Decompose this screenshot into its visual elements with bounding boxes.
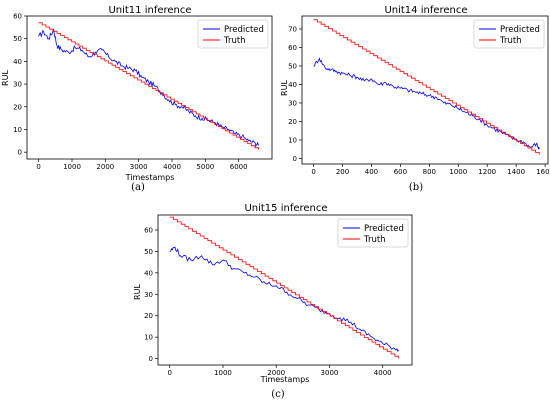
series-predicted-line	[313, 57, 540, 150]
y-tick-label: 30	[288, 99, 297, 107]
chart-a-plot: 0 1000 2000 3000 4000 5000 6000 0 10 20 30 40 50 60 Pr…	[13, 13, 273, 171]
legend-label-predicted: Predicted	[500, 25, 540, 35]
x-tick-label: 3000	[130, 163, 148, 171]
chart-a-title: Unit11 inference	[108, 5, 191, 16]
y-tick-label: 60	[13, 13, 22, 21]
series-truth-line	[38, 22, 260, 150]
y-tick-label: 10	[144, 334, 153, 342]
y-tick-label: 10	[288, 136, 297, 144]
x-tick-label: 1200	[478, 168, 496, 176]
legend-label-truth: Truth	[363, 235, 386, 245]
x-tick-label: 800	[423, 168, 436, 176]
y-tick-label: 0	[293, 155, 297, 163]
x-tick-label: 0	[311, 168, 315, 176]
panel-a: Unit11 inference RUL Timestamps 0 1000 200…	[1, 5, 273, 193]
x-tick-label: 1000	[449, 168, 467, 176]
plot-frame	[157, 214, 413, 366]
legend-label-predicted: Predicted	[224, 25, 264, 35]
panel-b: Unit14 inference RUL 0 200 400 600 800 1000 12…	[280, 5, 550, 193]
y-tick-label: 40	[13, 58, 22, 66]
y-tick-label: 50	[13, 35, 22, 43]
x-tick-label: 5000	[196, 163, 214, 171]
x-tick-label: 200	[336, 168, 349, 176]
x-tick-label: 2000	[96, 163, 114, 171]
x-tick-label: 1000	[63, 163, 81, 171]
legend-box	[197, 19, 269, 49]
y-tick-label: 30	[144, 291, 153, 299]
y-tick-label: 0	[18, 149, 22, 157]
x-tick-label: 4000	[163, 163, 181, 171]
y-tick-label: 20	[144, 312, 153, 320]
panel-c: Unit15 inference RUL Timestamps 0 1000 200…	[133, 203, 413, 400]
chart-b-title: Unit14 inference	[384, 5, 467, 16]
legend-label-truth: Truth	[223, 36, 246, 46]
legend-box	[337, 218, 409, 248]
y-tick-label: 20	[288, 118, 297, 126]
x-tick-label: 600	[394, 168, 407, 176]
x-tick-label: 0	[36, 163, 40, 171]
y-tick-label: 40	[144, 269, 153, 277]
caption-b: (b)	[409, 182, 423, 193]
chart-a-xlabel: Timestamps	[125, 173, 175, 182]
x-tick-label: 0	[167, 369, 171, 377]
chart-a-ylabel: RUL	[1, 70, 10, 86]
x-tick-label: 2000	[267, 369, 285, 377]
legend-label-predicted: Predicted	[364, 224, 404, 234]
chart-c-ylabel: RUL	[133, 284, 142, 300]
y-tick-label: 60	[144, 227, 153, 235]
x-tick-label: 1000	[214, 369, 232, 377]
series-predicted-line	[38, 28, 260, 148]
y-tick-label: 20	[13, 103, 22, 111]
plot-frame	[26, 15, 273, 160]
y-tick-label: 60	[288, 44, 297, 52]
y-tick-label: 30	[13, 81, 22, 89]
x-tick-label: 6000	[230, 163, 248, 171]
x-tick-label: 1400	[507, 168, 525, 176]
plot-frame	[301, 15, 549, 165]
x-tick-label: 3000	[321, 369, 339, 377]
y-tick-label: 40	[288, 81, 297, 89]
x-tick-label: 4000	[374, 369, 392, 377]
series-truth-line	[169, 216, 400, 359]
y-tick-label: 50	[288, 62, 297, 70]
chart-c-title: Unit15 inference	[244, 203, 327, 214]
y-tick-label: 0	[149, 355, 153, 363]
series-truth-line	[313, 19, 540, 155]
x-tick-label: 400	[365, 168, 378, 176]
legend-label-truth: Truth	[499, 36, 522, 46]
y-tick-label: 70	[288, 25, 297, 33]
y-tick-label: 10	[13, 126, 22, 134]
chart-c-plot: 0 1000 2000 3000 4000 0 10 20 30 40 50 60 PredictedT…	[144, 214, 413, 377]
chart-c-xlabel: Timestamps	[260, 375, 310, 384]
caption-a: (a)	[131, 182, 145, 193]
series-predicted-line	[169, 246, 400, 353]
y-tick-label: 50	[144, 248, 153, 256]
legend-box	[473, 19, 545, 49]
chart-b-ylabel: RUL	[280, 80, 289, 96]
caption-c: (c)	[271, 389, 285, 400]
